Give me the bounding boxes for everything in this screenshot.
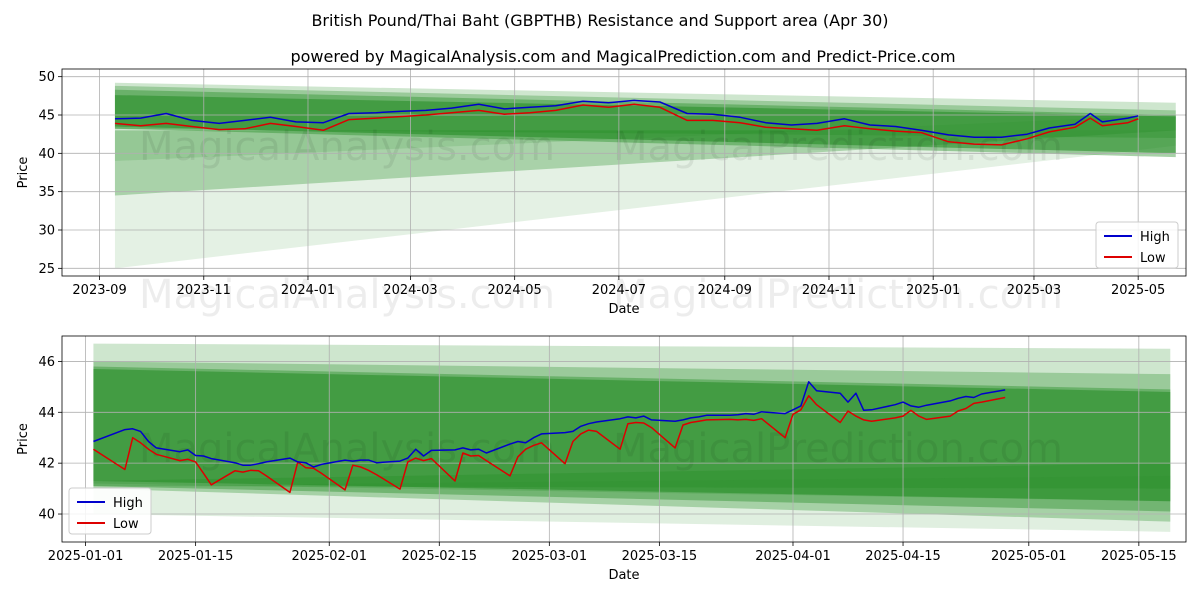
series-lines [114, 99, 1139, 146]
watermark-text: MagicalPrediction.com [613, 272, 1063, 318]
plot-frame [61, 68, 1187, 277]
x-axis-label: Date [608, 302, 639, 317]
x-tick-label: 2025-05-01 [991, 549, 1067, 564]
y-tick-label: 30 [38, 224, 55, 239]
x-tick-label: 2023-09 [72, 283, 126, 298]
x-tick-label: 2025-01-01 [48, 549, 124, 564]
x-tick-label: 2025-02-01 [291, 549, 367, 564]
band-area [114, 95, 1176, 154]
low-series-line [114, 103, 1139, 146]
low-series-line [92, 395, 1006, 494]
legend-label-high: High [1140, 230, 1170, 245]
x-tick-label: 2025-03-15 [622, 549, 698, 564]
watermark-text: MagicalAnalysis.com [139, 426, 555, 472]
legend-box [1095, 221, 1179, 269]
watermark-text: MagicalPrediction.com [613, 124, 1063, 170]
x-tick-label: 2024-09 [698, 283, 752, 298]
y-tick-label: 46 [38, 355, 55, 370]
x-tick-label: 2025-01 [906, 283, 960, 298]
band-area [93, 463, 1171, 489]
x-tick-label: 2025-05-15 [1101, 549, 1177, 564]
x-tick-label: 2025-05 [1111, 283, 1165, 298]
x-tick-label: 2023-11 [177, 283, 231, 298]
y-tick-label: 25 [38, 262, 55, 277]
high-series-line [93, 381, 1006, 468]
x-tick-label: 2024-07 [592, 283, 646, 298]
x-tick-label: 2024-05 [488, 283, 542, 298]
x-tick-label: 2024-03 [383, 283, 437, 298]
band-area [93, 475, 1171, 532]
high-series-line [114, 99, 1139, 138]
y-tick-label: 45 [38, 109, 55, 124]
band-area [114, 130, 1176, 269]
plot-frame [61, 335, 1187, 543]
series-lines [92, 381, 1006, 494]
y-tick-label: 42 [38, 457, 55, 472]
watermark-text: MagicalAnalysis.com [139, 272, 555, 318]
legend-label-low: Low [1140, 251, 1166, 266]
y-tick-label: 35 [38, 185, 55, 200]
x-tick-label: 2025-03-01 [512, 549, 588, 564]
band-area [114, 130, 1176, 196]
band-area [114, 115, 1176, 161]
legend-label-high: High [113, 496, 143, 511]
x-tick-label: 2024-11 [802, 283, 856, 298]
top-chart-panel: MagicalAnalysis.com MagicalPrediction.com… [16, 68, 1187, 318]
x-tick-label: 2025-04-01 [755, 549, 831, 564]
legend-box [68, 487, 152, 535]
y-tick-label: 40 [38, 508, 55, 523]
watermark-text: MagicalPrediction.com [613, 426, 1063, 472]
x-tick-label: 2025-04-15 [865, 549, 941, 564]
legend-label-low: Low [113, 517, 139, 532]
chart-subtitle: powered by MagicalAnalysis.com and Magic… [290, 47, 955, 66]
watermark-text: MagicalAnalysis.com [139, 124, 555, 170]
x-tick-label: 2024-01 [281, 283, 335, 298]
x-tick-label: 2025-02-15 [402, 549, 478, 564]
support-resistance-bands [114, 82, 1176, 269]
y-tick-label: 44 [38, 406, 55, 421]
y-tick-label: 40 [38, 147, 55, 162]
bottom-chart-panel: MagicalAnalysis.com MagicalPrediction.com… [16, 335, 1187, 583]
y-axis-label: Price [16, 157, 31, 189]
chart-title: British Pound/Thai Baht (GBPTHB) Resista… [311, 11, 888, 30]
y-axis-label: Price [16, 423, 31, 455]
legend: High Low [68, 487, 152, 535]
x-axis-label: Date [608, 568, 639, 583]
x-tick-label: 2025-03 [1007, 283, 1061, 298]
y-tick-label: 50 [38, 70, 55, 85]
x-tick-label: 2025-01-15 [158, 549, 234, 564]
legend: High Low [1095, 221, 1179, 269]
